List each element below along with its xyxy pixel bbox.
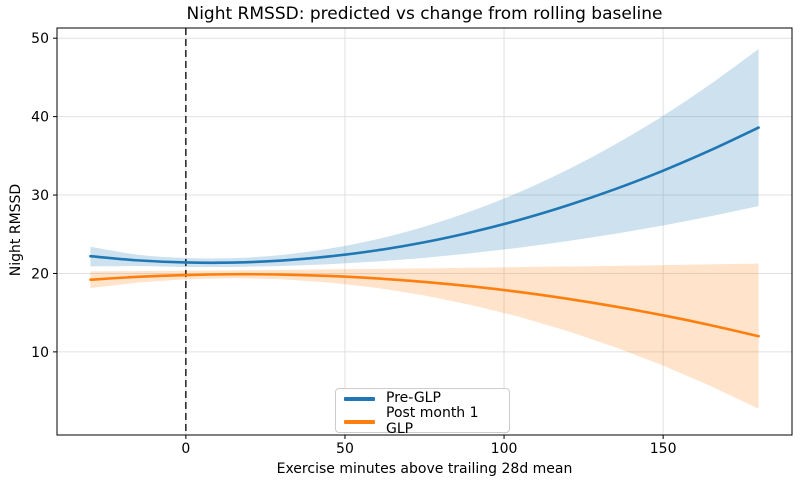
axes-frame: [56, 27, 793, 436]
x-axis-label: Exercise minutes above trailing 28d mean: [276, 461, 573, 477]
pre-glp-confidence-band: [90, 49, 759, 268]
legend-label: Pre-GLP: [386, 390, 441, 406]
x-tick-label: 0: [181, 441, 190, 457]
x-tick-label: 100: [491, 441, 518, 457]
legend-label: Post month 1 GLP: [386, 405, 479, 437]
y-tick-label: 20: [31, 266, 49, 282]
y-tick-label: 10: [31, 345, 49, 361]
legend: Pre-GLP Post month 1 GLP: [335, 388, 510, 436]
pre-glp-line-swatch: [344, 396, 375, 401]
y-tick-label: 40: [31, 110, 49, 126]
pre-glp-line: [89, 126, 760, 265]
legend-item-post-glp: Post month 1 GLP: [344, 406, 509, 437]
post-glp-line-swatch: [344, 419, 375, 424]
y-tick-label: 50: [31, 31, 49, 47]
y-tick-label: 30: [31, 188, 49, 204]
post-glp-confidence-band: [90, 263, 759, 409]
chart-title: Night RMSSD: predicted vs change from ro…: [186, 4, 663, 24]
x-tick-label: 50: [336, 441, 354, 457]
post-glp-line: [89, 272, 760, 338]
x-tick-label: 150: [650, 441, 677, 457]
legend-item-pre-glp: Pre-GLP: [344, 390, 509, 406]
y-axis-label: Night RMSSD: [8, 183, 24, 277]
